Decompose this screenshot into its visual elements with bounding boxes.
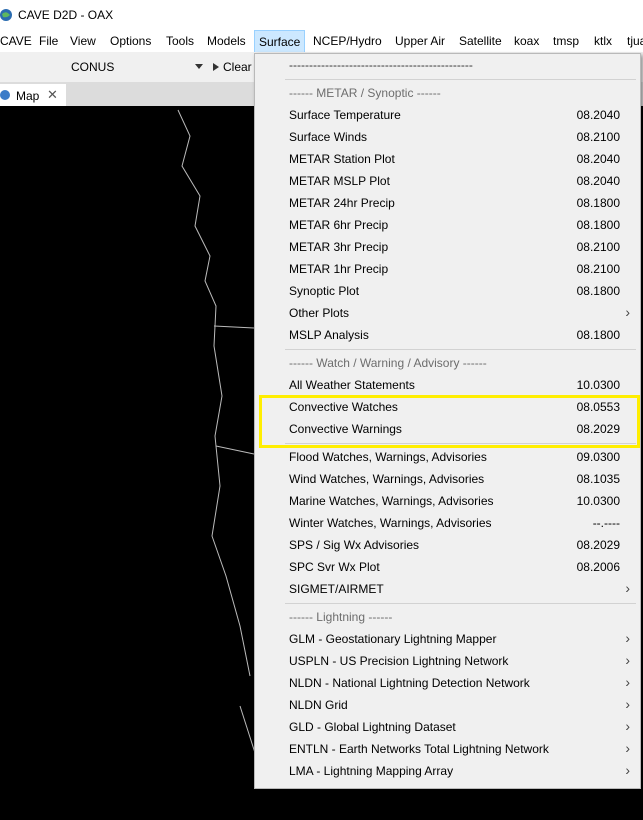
menu-item[interactable]: Winter Watches, Warnings, Advisories — [289, 516, 492, 530]
map-tab[interactable]: Map ✕ — [0, 84, 66, 106]
item-time: --.---- — [592, 516, 620, 530]
menu-4[interactable]: Tools — [166, 34, 195, 48]
separator — [285, 79, 636, 80]
item-time: 08.2029 — [576, 538, 620, 552]
submenu-arrow: › — [625, 718, 630, 734]
separator — [285, 443, 636, 444]
menu-item[interactable]: Surface Winds — [289, 130, 368, 144]
menu-item[interactable]: GLM - Geostationary Lightning Mapper — [289, 632, 497, 646]
menu-1[interactable]: File — [39, 34, 59, 48]
menu-item[interactable]: GLD - Global Lightning Dataset — [289, 720, 456, 734]
submenu-arrow: › — [625, 696, 630, 712]
item-time: 08.2040 — [576, 108, 620, 122]
submenu-arrow: › — [625, 630, 630, 646]
menu-3[interactable]: Options — [110, 34, 152, 48]
menu-item[interactable]: All Weather Statements — [289, 378, 415, 392]
section-header: ------ Watch / Warning / Advisory ------ — [289, 356, 487, 370]
section-header: ------ Lightning ------ — [289, 610, 393, 624]
menu-item[interactable]: SPS / Sig Wx Advisories — [289, 538, 420, 552]
item-time: 08.1800 — [576, 196, 620, 210]
item-time: 08.1800 — [576, 284, 620, 298]
separator — [285, 603, 636, 604]
item-time: 08.2100 — [576, 240, 620, 254]
scale-selector[interactable]: CONUS — [71, 60, 115, 74]
item-time: 08.1035 — [576, 472, 620, 486]
menu-item[interactable]: SPC Svr Wx Plot — [289, 560, 380, 574]
item-time: 08.2040 — [576, 174, 620, 188]
item-time: 08.0553 — [576, 400, 620, 414]
menu-item[interactable]: MSLP Analysis — [289, 328, 369, 342]
menu-7[interactable]: NCEP/Hydro — [313, 34, 382, 48]
menu-item[interactable]: Convective Warnings — [289, 422, 402, 436]
menu-13[interactable]: tjua — [627, 34, 643, 48]
submenu-arrow: › — [625, 304, 630, 320]
menu-item[interactable]: METAR 3hr Precip — [289, 240, 389, 254]
menu-0[interactable]: CAVE — [0, 34, 32, 48]
tearoff[interactable]: ----------------------------------------… — [289, 58, 473, 72]
separator — [285, 349, 636, 350]
menu-item[interactable]: METAR 6hr Precip — [289, 218, 389, 232]
menu-item[interactable]: SIGMET/AIRMET — [289, 582, 384, 596]
item-time: 08.2100 — [576, 130, 620, 144]
item-time: 08.2029 — [576, 422, 620, 436]
menu-item[interactable]: Wind Watches, Warnings, Advisories — [289, 472, 485, 486]
dropdown-arrow — [195, 64, 203, 69]
app-icon — [0, 9, 12, 21]
submenu-arrow: › — [625, 674, 630, 690]
submenu-arrow: › — [625, 580, 630, 596]
submenu-arrow: › — [625, 762, 630, 778]
menu-12[interactable]: ktlx — [594, 34, 612, 48]
menu-item[interactable]: NLDN Grid — [289, 698, 348, 712]
item-time: 10.0300 — [576, 378, 620, 392]
menu-item[interactable]: METAR Station Plot — [289, 152, 395, 166]
menu-8[interactable]: Upper Air — [395, 34, 446, 48]
map-lines — [177, 109, 257, 757]
item-time: 08.2100 — [576, 262, 620, 276]
menu-item[interactable]: USPLN - US Precision Lightning Network — [289, 654, 509, 668]
menu-5[interactable]: Models — [207, 34, 246, 48]
item-time: 09.0300 — [576, 450, 620, 464]
surface-menu: ----------------------------------------… — [254, 53, 641, 789]
tab-label: Map — [16, 89, 40, 103]
menu-9[interactable]: Satellite — [459, 34, 502, 48]
item-time: 08.1800 — [576, 218, 620, 232]
item-time: 08.2006 — [576, 560, 620, 574]
menu-item[interactable]: Flood Watches, Warnings, Advisories — [289, 450, 487, 464]
menu-item[interactable]: METAR 1hr Precip — [289, 262, 389, 276]
submenu-arrow: › — [625, 740, 630, 756]
menu-item[interactable]: Surface Temperature — [289, 108, 401, 122]
menu-item[interactable]: LMA - Lightning Mapping Array — [289, 764, 454, 778]
menu-item[interactable]: METAR 24hr Precip — [289, 196, 395, 210]
menu-item[interactable]: ENTLN - Earth Networks Total Lightning N… — [289, 742, 549, 756]
menu-item[interactable]: METAR MSLP Plot — [289, 174, 390, 188]
menu-2[interactable]: View — [70, 34, 96, 48]
item-time: 08.1800 — [576, 328, 620, 342]
menu-6[interactable]: Surface — [254, 30, 306, 53]
globe-icon — [0, 90, 10, 100]
menu-item[interactable]: Synoptic Plot — [289, 284, 360, 298]
clear-arrow — [213, 63, 219, 71]
section-header: ------ METAR / Synoptic ------ — [289, 86, 441, 100]
item-time: 10.0300 — [576, 494, 620, 508]
menu-item[interactable]: NLDN - National Lightning Detection Netw… — [289, 676, 530, 690]
menu-11[interactable]: tmsp — [553, 34, 580, 48]
menu-item[interactable]: Marine Watches, Warnings, Advisories — [289, 494, 494, 508]
tab-close[interactable]: ✕ — [47, 87, 58, 102]
menu-10[interactable]: koax — [514, 34, 540, 48]
submenu-arrow: › — [625, 652, 630, 668]
window-title: CAVE D2D - OAX — [18, 8, 114, 22]
menu-item[interactable]: Other Plots — [289, 306, 350, 320]
highlight-box — [259, 395, 640, 448]
item-time: 08.2040 — [576, 152, 620, 166]
menu-item[interactable]: Convective Watches — [289, 400, 398, 414]
menu-bar: CAVE File View Options Tools Models Surface NCE… — [0, 30, 643, 53]
clear-button[interactable]: Clear — [223, 60, 252, 74]
title-bar: CAVE D2D - OAX — [0, 0, 643, 30]
